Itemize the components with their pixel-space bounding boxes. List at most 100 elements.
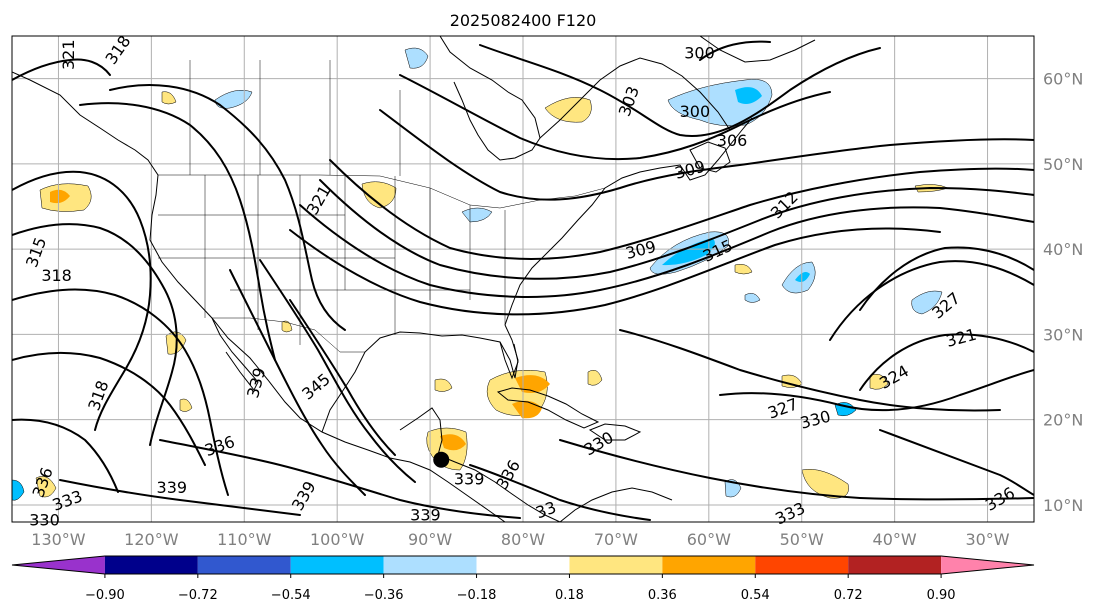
longitude-label: 40°W (873, 530, 917, 549)
contour-label: 330 (29, 511, 60, 530)
latitude-label: 60°N (1043, 70, 1083, 89)
coastline-hispaniola (588, 423, 642, 441)
contour-label: 339 (410, 506, 441, 525)
colorbar-tick-label: 0.72 (834, 588, 863, 603)
contour-line (12, 288, 229, 496)
contour-label: 300 (680, 102, 711, 121)
coastline-cuba (496, 387, 600, 429)
contour-line (12, 170, 152, 431)
longitude-label: 50°W (780, 530, 824, 549)
contour-line (829, 260, 1034, 341)
colorbar-tick-label: −0.36 (364, 588, 404, 603)
longitude-label: 120°W (124, 530, 179, 549)
anomaly-patch (12, 479, 25, 501)
contour-label: 321 (59, 39, 78, 70)
anomaly-patch (544, 97, 592, 123)
contour-label: 339 (157, 478, 188, 497)
contour-line (289, 227, 941, 316)
longitude-label: 60°W (687, 530, 731, 549)
latitude-label: 40°N (1043, 240, 1083, 259)
anomaly-patch (440, 434, 466, 451)
colorbar-tick-label: −0.90 (85, 588, 125, 603)
anomaly-patch (404, 47, 429, 69)
contour-line (719, 369, 1034, 412)
anomaly-patch (361, 181, 397, 209)
border-canada-provinces (189, 60, 401, 176)
map-frame (11, 35, 1035, 523)
map-title: 2025082400 F120 (450, 11, 597, 30)
anomaly-patch (35, 476, 57, 498)
contour-line (399, 74, 831, 161)
anomaly-patch (461, 207, 493, 223)
latitude-label: 50°N (1043, 155, 1083, 174)
contour-line (289, 299, 396, 456)
positive-anomaly-patches (35, 91, 949, 499)
contour-line (12, 418, 119, 493)
contour-line (159, 439, 521, 519)
anomaly-patch (795, 272, 810, 282)
contour-line (12, 58, 111, 81)
coastline-labrador (539, 57, 731, 139)
contour-line (329, 159, 1034, 261)
colorbar-tick-label: −0.54 (271, 588, 311, 603)
shaded-anomaly-patches (12, 47, 949, 501)
coastline-newfoundland (689, 141, 731, 173)
longitude-label: 130°W (31, 530, 86, 549)
contour-line (79, 102, 276, 361)
colorbar-segment (755, 556, 849, 574)
anomaly-patch (869, 374, 889, 390)
contour-line (319, 179, 1034, 280)
anomaly-patch (801, 469, 849, 499)
colorbar-tick-label: 0.54 (741, 588, 770, 603)
contour-line (469, 464, 651, 521)
border-state-lines-1 (204, 175, 396, 345)
contour-line (859, 246, 1034, 311)
colorbar-segment (848, 556, 942, 574)
anomaly-patch (515, 375, 550, 393)
coastline-florida (499, 341, 519, 380)
colorbar-segment (12, 556, 105, 574)
anomaly-patch (587, 370, 603, 386)
contour-line (379, 109, 1034, 201)
contour-line (559, 439, 1034, 501)
colorbar-segment (104, 556, 198, 574)
contour-line (479, 44, 881, 138)
colorbar-tick-label: −0.72 (178, 588, 218, 603)
contour-line (619, 329, 1001, 412)
anomaly-patch (734, 264, 753, 275)
anomaly-patch (50, 189, 70, 204)
anomaly-patch (512, 400, 542, 419)
colorbar-segment (197, 556, 291, 574)
longitude-label: 30°W (965, 530, 1009, 549)
coastline-baja (211, 317, 259, 391)
colorbar-tick-label: 0.18 (555, 588, 584, 603)
contour-line (12, 351, 206, 466)
coastline-greenland (699, 36, 816, 63)
colorbar-segment (383, 556, 477, 574)
contour-line (229, 269, 366, 496)
contour-line (59, 479, 301, 516)
anomaly-patch (744, 293, 761, 303)
contour-label: 339 (454, 470, 485, 489)
coastline-gulf-of-mexico (321, 324, 519, 433)
contour-line (859, 333, 1034, 391)
latitude-label: 20°N (1043, 411, 1083, 430)
colorbar-segment (941, 556, 1034, 574)
longitude-labels: 130°W 120°W 110°W 100°W 90°W 80°W 70°W 60°W 50°W… (31, 530, 1010, 549)
coastline-south-america (559, 487, 673, 522)
longitude-label: 90°W (408, 530, 452, 549)
anomaly-patch (281, 320, 293, 333)
latitude-label: 10°N (1043, 496, 1083, 515)
contour-line (299, 204, 1034, 298)
storm-center-marker (433, 451, 450, 468)
contour-line (879, 429, 1034, 496)
anomaly-patch (161, 91, 177, 105)
colorbar-segment (476, 556, 570, 574)
latitude-labels: 60°N 50°N 40°N 30°N 20°N 10°N (1043, 70, 1083, 515)
colorbar-segment (569, 556, 663, 574)
longitude-label: 110°W (217, 530, 272, 549)
contour-line (109, 84, 346, 331)
contour-line (699, 40, 771, 61)
contour-label: 318 (41, 266, 72, 285)
coastline-central-america (437, 454, 561, 522)
